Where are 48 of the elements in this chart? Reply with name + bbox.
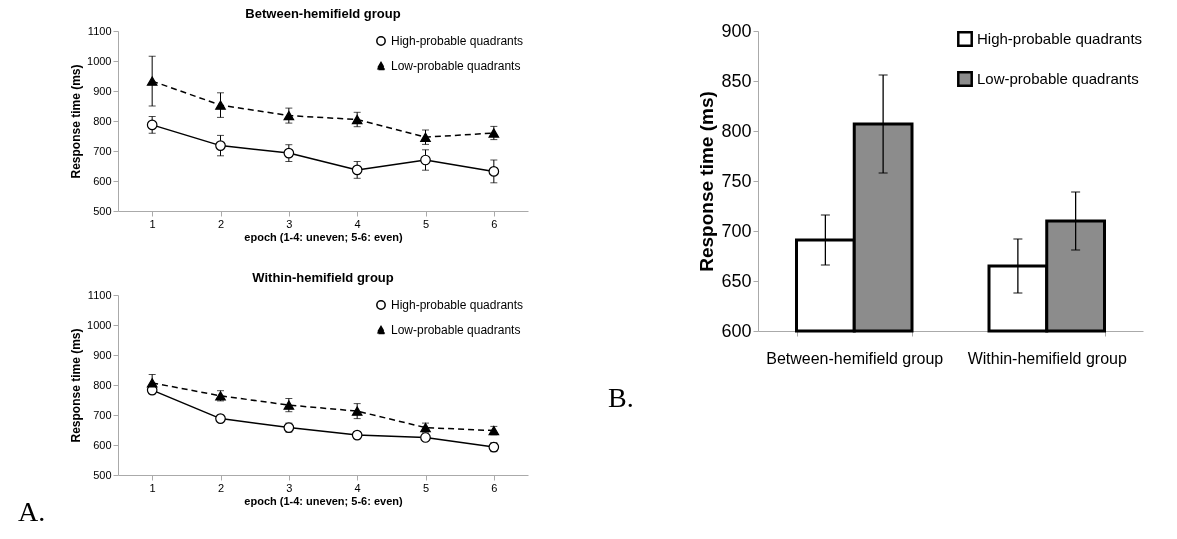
y-tick-label: 1100 xyxy=(87,288,112,301)
y-tick-label: 600 xyxy=(93,438,112,451)
y-tick-label: 700 xyxy=(93,144,112,157)
y-tick-label: 900 xyxy=(721,20,752,41)
x-tick-label: 5 xyxy=(422,481,430,494)
x-tick-label: 3 xyxy=(286,481,293,494)
x-axis-title: epoch (1-4: uneven; 5-6: even) xyxy=(244,230,403,243)
legend-label: High-probable quadrants xyxy=(977,30,1143,47)
x-axis-title: epoch (1-4: uneven; 5-6: even) xyxy=(244,494,403,507)
y-tick-label: 900 xyxy=(93,84,112,97)
y-tick-label: 800 xyxy=(93,114,112,127)
y-tick-label: 850 xyxy=(721,70,752,91)
y-tick-label: 700 xyxy=(93,408,112,421)
text: B. xyxy=(608,382,634,413)
legend-label: Low-probable quadrants xyxy=(391,59,521,73)
y-tick-label: 700 xyxy=(721,220,752,241)
x-tick-label: 3 xyxy=(286,217,293,230)
legend-label: Low-probable quadrants xyxy=(977,70,1139,87)
chart-title: Within-hemifield group xyxy=(252,270,394,285)
y-tick-label: 1100 xyxy=(87,24,112,37)
y-tick-label: 800 xyxy=(721,120,752,141)
x-tick-label: 2 xyxy=(217,217,225,230)
y-tick-label: 1000 xyxy=(87,54,112,67)
y-tick-label: 500 xyxy=(93,204,112,217)
legend-label: High-probable quadrants xyxy=(391,298,524,312)
y-tick-label: 800 xyxy=(93,378,112,391)
x-tick-label: 4 xyxy=(354,217,361,230)
legend-label: High-probable quadrants xyxy=(391,34,524,48)
x-tick-label: 1 xyxy=(149,217,156,230)
y-tick-label: 1000 xyxy=(87,318,112,331)
x-tick-label: 5 xyxy=(422,217,430,230)
legend-label: Low-probable quadrants xyxy=(391,323,521,337)
chart-title: Between-hemifield group xyxy=(245,6,401,21)
text: A. xyxy=(18,496,46,527)
x-tick-label: 6 xyxy=(491,217,498,230)
y-tick-label: 500 xyxy=(93,468,112,481)
y-tick-label: 750 xyxy=(721,170,752,191)
y-tick-label: 600 xyxy=(93,174,112,187)
y-axis-title: Response time (ms) xyxy=(69,328,84,443)
y-tick-label: 650 xyxy=(721,270,752,291)
y-tick-label: 900 xyxy=(93,348,112,361)
x-tick-label: 4 xyxy=(354,481,361,494)
x-tick-label: 1 xyxy=(149,481,156,494)
x-tick-label: 6 xyxy=(491,481,498,494)
y-axis-title: Response time (ms) xyxy=(69,64,84,179)
y-axis-title: Response time (ms) xyxy=(696,91,718,272)
y-tick-label: 600 xyxy=(721,320,752,341)
x-tick-label: 2 xyxy=(217,481,225,494)
